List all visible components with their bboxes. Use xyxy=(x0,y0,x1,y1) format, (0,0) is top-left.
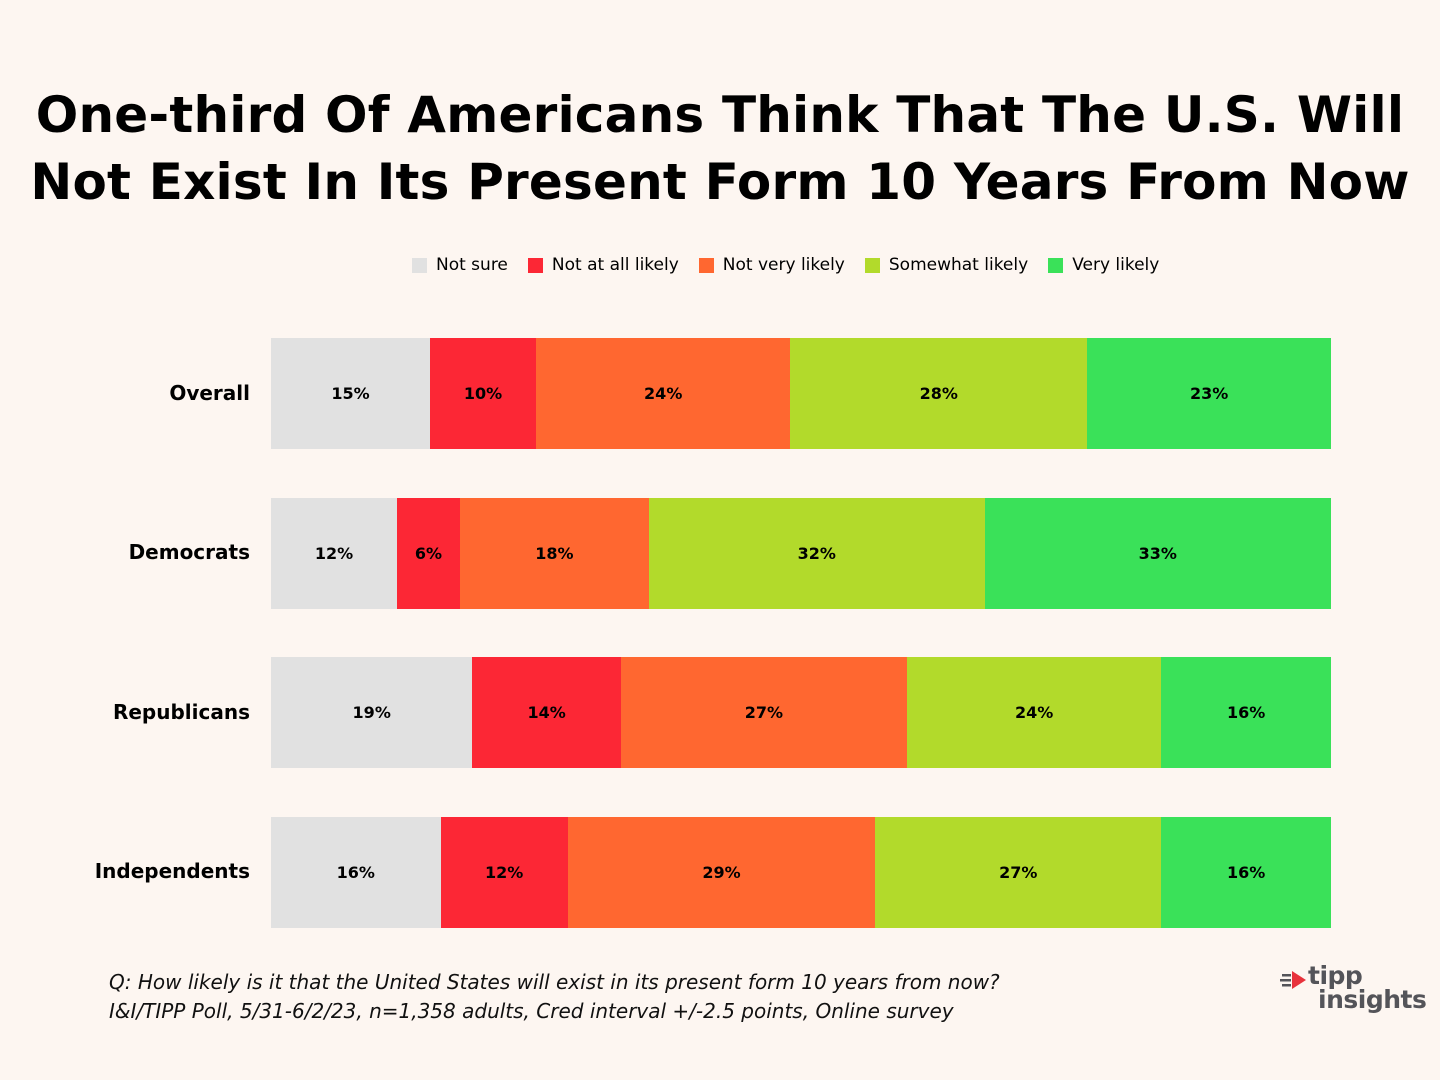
data-label: 27% xyxy=(744,703,784,722)
legend-item-not-sure: Not sure xyxy=(412,255,508,275)
legend-label: Not at all likely xyxy=(551,255,679,275)
legend-swatch xyxy=(527,257,543,273)
legend-item-not-at-all-likely: Not at all likely xyxy=(527,255,679,275)
bar-segment-somewhat-likely: 27% xyxy=(875,816,1162,928)
legend-label: Somewhat likely xyxy=(888,255,1029,275)
data-label: 15% xyxy=(331,384,370,403)
data-label: 16% xyxy=(1227,703,1266,722)
footnote: Q: How likely is it that the United Stat… xyxy=(109,968,1000,1026)
legend-label: Very likely xyxy=(1072,255,1160,275)
legend-label: Not very likely xyxy=(722,255,845,275)
bar-segment-not-at-all-likely: 6% xyxy=(396,497,460,609)
category-label-independents: Independents xyxy=(94,859,250,883)
legend-item-very-likely: Very likely xyxy=(1048,255,1159,275)
chart-title-line-1: One-third Of Americans Think That The U.… xyxy=(35,86,1405,144)
bar-segment-very-likely: 23% xyxy=(1087,338,1331,449)
category-label-overall: Overall xyxy=(169,380,250,405)
data-label: 24% xyxy=(644,384,683,403)
data-label: 18% xyxy=(535,543,574,563)
survey-question: Q: How likely is it that the United Stat… xyxy=(109,970,1000,994)
category-label-democrats: Democrats xyxy=(128,540,250,564)
bar-segment-very-likely: 16% xyxy=(1161,816,1331,928)
legend-swatch xyxy=(412,257,427,273)
data-label: 10% xyxy=(463,384,503,403)
legend-swatch xyxy=(864,257,880,273)
chart-title: One-third Of Americans Think That The U.… xyxy=(0,82,1440,216)
chart-title-line-2: Not Exist In Its Present Form 10 Years F… xyxy=(30,153,1410,211)
data-label: 27% xyxy=(999,862,1038,882)
bar-segment-not-at-all-likely: 12% xyxy=(440,816,568,928)
bar-row-independents: 16% 12% 29% 27% 16% xyxy=(271,816,1331,928)
bar-segment-somewhat-likely: 28% xyxy=(790,338,1088,449)
logo-text-tipp: tipp xyxy=(1308,961,1363,990)
survey-source: I&I/TIPP Poll, 5/31-6/2/23, n=1,358 adul… xyxy=(109,999,954,1023)
bar-segment-not-at-all-likely: 14% xyxy=(472,657,621,768)
data-label: 24% xyxy=(1015,703,1054,722)
legend-item-somewhat-likely: Somewhat likely xyxy=(864,255,1029,275)
bar-segment-not-sure: 15% xyxy=(271,338,430,449)
bar-segment-somewhat-likely: 24% xyxy=(906,657,1162,768)
logo-arrow-icon xyxy=(1280,971,1306,989)
bar-row-overall: 15% 10% 24% 28% 23% xyxy=(271,338,1331,449)
data-label: 19% xyxy=(352,703,391,722)
data-label: 6% xyxy=(414,543,442,563)
bar-row-republicans: 19% 14% 27% 24% 16% xyxy=(271,657,1331,768)
data-label: 29% xyxy=(702,862,741,882)
bar-segment-not-at-all-likely: 10% xyxy=(430,338,536,449)
bar-row-democrats: 12% 6% 18% 32% 33% xyxy=(271,497,1331,609)
legend-label: Not sure xyxy=(436,255,508,275)
legend-item-not-very-likely: Not very likely xyxy=(698,255,845,275)
bar-segment-not-sure: 12% xyxy=(271,497,397,609)
category-label-republicans: Republicans xyxy=(112,699,250,724)
data-label: 28% xyxy=(919,384,958,403)
bar-segment-not-very-likely: 24% xyxy=(536,338,791,449)
data-label: 33% xyxy=(1138,543,1177,563)
tipp-insights-logo: tipp insights xyxy=(1280,961,1430,1023)
data-label: 16% xyxy=(1227,862,1266,882)
bar-segment-not-very-likely: 27% xyxy=(620,657,907,768)
bar-segment-not-very-likely: 18% xyxy=(459,497,649,609)
legend-swatch xyxy=(698,257,714,273)
data-label: 14% xyxy=(527,703,566,722)
bar-segment-very-likely: 33% xyxy=(984,497,1331,609)
logo-text-insights: insights xyxy=(1318,985,1427,1014)
legend-swatch xyxy=(1048,257,1064,273)
bar-segment-not-sure: 19% xyxy=(271,657,473,768)
data-label: 12% xyxy=(314,543,354,563)
chart-legend: Not sure Not at all likely Not very likely… xyxy=(412,253,1179,277)
data-label: 12% xyxy=(485,862,524,882)
data-label: 32% xyxy=(797,543,836,563)
bar-segment-somewhat-likely: 32% xyxy=(648,497,985,609)
data-label: 23% xyxy=(1189,384,1229,403)
data-label: 16% xyxy=(336,862,375,882)
bar-segment-very-likely: 16% xyxy=(1161,657,1331,768)
bar-segment-not-very-likely: 29% xyxy=(567,816,876,928)
bar-segment-not-sure: 16% xyxy=(271,816,441,928)
